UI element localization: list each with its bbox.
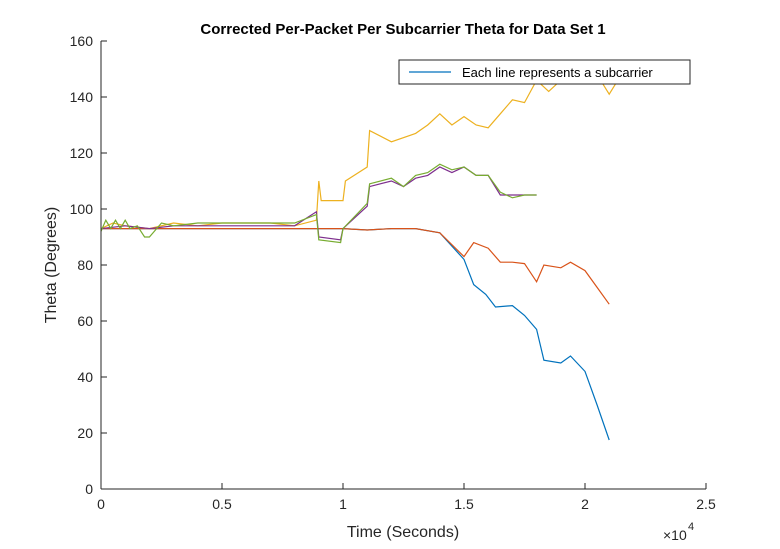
x-tick-label: 1.5 bbox=[454, 496, 474, 512]
x-exponent-base: ×10 bbox=[663, 527, 687, 543]
x-tick-label: 0 bbox=[97, 496, 105, 512]
y-tick-label: 160 bbox=[70, 33, 94, 49]
x-tick-label: 2 bbox=[581, 496, 589, 512]
y-tick-label: 0 bbox=[85, 481, 93, 497]
y-tick-label: 120 bbox=[70, 145, 94, 161]
x-ticks: 0 0.5 1 1.5 2 2.5 bbox=[97, 483, 716, 512]
y-axis-label: Theta (Degrees) bbox=[43, 207, 60, 324]
series-line-2 bbox=[101, 228, 610, 305]
y-tick-label: 40 bbox=[77, 369, 93, 385]
x-axis-label: Time (Seconds) bbox=[347, 524, 459, 541]
x-exponent: ×10 4 bbox=[663, 521, 694, 543]
y-ticks: 0 20 40 60 80 100 120 140 160 bbox=[70, 33, 107, 497]
legend: Each line represents a subcarrier bbox=[398, 59, 691, 85]
x-exponent-power: 4 bbox=[688, 521, 694, 533]
y-tick-label: 140 bbox=[70, 89, 94, 105]
series-layer bbox=[100, 68, 634, 441]
y-tick-label: 60 bbox=[77, 313, 93, 329]
series-line-5 bbox=[100, 163, 537, 244]
y-tick-label: 20 bbox=[77, 425, 93, 441]
y-tick-label: 100 bbox=[70, 201, 94, 217]
legend-label: Each line represents a subcarrier bbox=[462, 65, 653, 80]
plot-area bbox=[101, 41, 706, 489]
x-tick-label: 2.5 bbox=[696, 496, 716, 512]
y-tick-label: 80 bbox=[77, 257, 93, 273]
x-tick-label: 1 bbox=[339, 496, 347, 512]
chart-title: Corrected Per-Packet Per Subcarrier Thet… bbox=[200, 21, 605, 38]
x-tick-label: 0.5 bbox=[212, 496, 232, 512]
